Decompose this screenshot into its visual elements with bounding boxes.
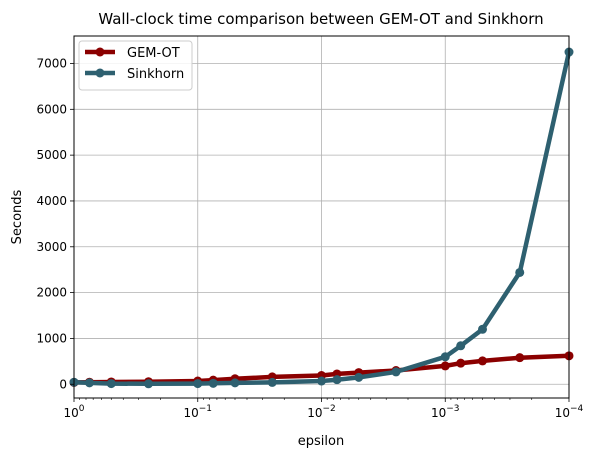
y-tick-label: 2000	[36, 286, 67, 300]
data-point-gem-ot	[478, 356, 488, 366]
data-point-sinkhorn	[84, 378, 94, 388]
series-layer	[69, 47, 574, 389]
legend-label-sinkhorn: Sinkhorn	[127, 67, 184, 82]
data-point-sinkhorn	[478, 324, 488, 334]
y-tick-label: 4000	[36, 194, 67, 208]
data-point-gem-ot	[440, 361, 450, 371]
x-tick-label: 100	[63, 404, 84, 420]
legend-label-gem-ot: GEM-OT	[127, 46, 180, 61]
data-point-sinkhorn	[193, 379, 203, 389]
x-tick-label: 10−1	[183, 404, 212, 420]
x-tick-label: 10−3	[431, 404, 460, 420]
y-tick-label: 1000	[36, 331, 67, 345]
data-point-sinkhorn	[267, 377, 277, 387]
y-axis: 0 1000 2000 3000 4000 5000 6000 7000	[36, 56, 74, 391]
x-axis: 100 10−1 10−2 10−3 10−4	[63, 398, 584, 420]
data-point-sinkhorn	[208, 378, 218, 388]
data-point-gem-ot	[456, 358, 466, 368]
x-tick-label: 10−2	[307, 404, 336, 420]
x-tick-label: 10−4	[555, 404, 584, 420]
data-point-sinkhorn	[144, 379, 154, 389]
x-axis-label: epsilon	[298, 434, 344, 449]
y-axis-label: Seconds	[10, 189, 25, 244]
data-point-sinkhorn	[440, 352, 450, 362]
data-point-sinkhorn	[354, 372, 364, 382]
y-tick-label: 6000	[36, 102, 67, 116]
y-tick-label: 0	[59, 377, 67, 391]
data-point-gem-ot	[515, 353, 525, 363]
data-point-sinkhorn	[456, 341, 466, 351]
y-tick-label: 7000	[36, 56, 67, 70]
legend-marker-gem-ot	[95, 47, 105, 57]
data-point-sinkhorn	[391, 367, 401, 377]
data-point-sinkhorn	[230, 378, 240, 388]
y-tick-label: 5000	[36, 148, 67, 162]
data-point-sinkhorn	[106, 379, 116, 389]
chart-title: Wall-clock time comparison between GEM-O…	[98, 10, 543, 28]
legend: GEM-OT Sinkhorn	[78, 40, 193, 91]
y-tick-label: 3000	[36, 240, 67, 254]
data-point-sinkhorn	[317, 376, 326, 386]
legend-marker-sinkhorn	[95, 68, 105, 78]
data-point-sinkhorn	[515, 267, 525, 277]
data-point-sinkhorn	[332, 375, 342, 385]
